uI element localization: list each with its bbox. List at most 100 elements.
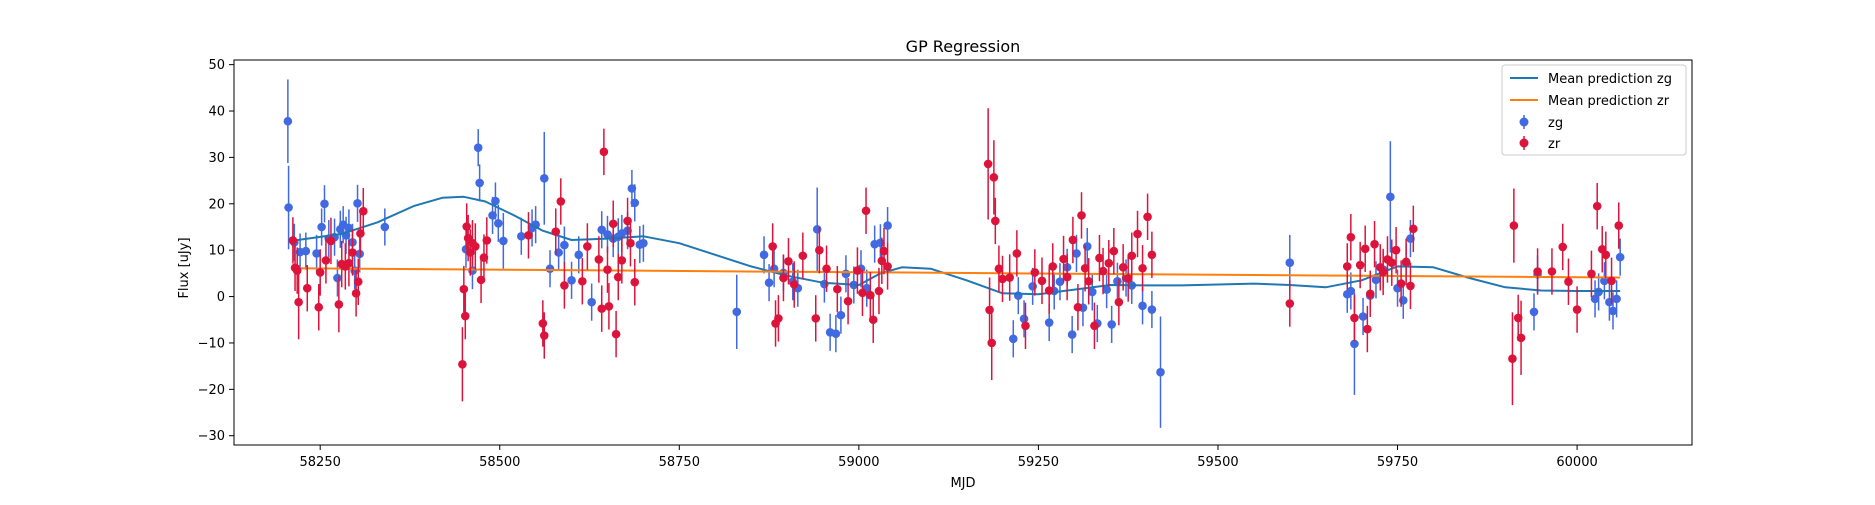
data-point-zg <box>1530 308 1539 317</box>
data-point-zr <box>1110 247 1119 256</box>
data-point-zr <box>1013 249 1022 258</box>
data-point-zg <box>560 241 569 250</box>
data-point-zr <box>359 207 368 216</box>
data-point-zr <box>858 289 867 298</box>
data-point-zr <box>984 160 993 169</box>
data-point-zg <box>813 225 822 234</box>
data-point-zr <box>1392 246 1401 255</box>
data-point-zg <box>1285 258 1294 267</box>
data-point-zr <box>1564 277 1573 286</box>
legend: Mean prediction zg Mean prediction zr zg… <box>1502 65 1686 155</box>
data-point-zr <box>612 330 621 339</box>
data-point-zr <box>458 360 467 369</box>
data-point-zr <box>578 277 587 286</box>
data-point-zr <box>883 262 892 271</box>
data-point-zr <box>790 280 799 289</box>
data-point-zr <box>626 239 635 248</box>
data-point-zr <box>1090 321 1099 330</box>
data-point-zr <box>1347 233 1356 242</box>
data-point-zr <box>991 217 1000 226</box>
y-tick-label: −10 <box>198 336 225 351</box>
data-point-zr <box>605 302 614 311</box>
data-point-zg <box>630 199 639 208</box>
data-point-zg <box>546 264 555 273</box>
data-point-zg <box>1138 302 1147 311</box>
data-point-zr <box>1127 251 1136 260</box>
data-point-zr <box>483 236 492 245</box>
data-point-zr <box>875 287 884 296</box>
x-tick-label: 59500 <box>1197 455 1238 470</box>
data-point-zr <box>348 248 357 257</box>
data-point-zg <box>475 179 484 188</box>
data-point-zr <box>354 277 363 286</box>
x-tick-label: 59000 <box>838 455 879 470</box>
x-tick-label: 59250 <box>1018 455 1059 470</box>
chart-title: GP Regression <box>906 37 1021 56</box>
data-point-zr <box>471 242 480 251</box>
data-point-zg <box>832 329 841 338</box>
y-tick-label: −20 <box>198 383 225 398</box>
data-point-zr <box>1573 305 1582 314</box>
data-point-zg <box>567 276 576 285</box>
data-point-zg <box>381 223 390 232</box>
data-point-zr <box>1099 267 1108 276</box>
data-point-zr <box>352 289 361 298</box>
data-point-zg <box>1083 242 1092 251</box>
data-point-zr <box>1069 236 1078 245</box>
data-point-zr <box>990 173 999 182</box>
data-point-zr <box>1063 273 1072 282</box>
legend-label-mean-zr: Mean prediction zr <box>1548 94 1670 109</box>
y-tick-label: 40 <box>208 105 225 120</box>
data-point-zr <box>460 285 469 294</box>
data-point-zr <box>1366 289 1375 298</box>
data-point-zr <box>1361 244 1370 253</box>
data-point-zr <box>1406 282 1415 291</box>
data-point-zr <box>1038 276 1047 285</box>
data-point-zr <box>524 231 533 240</box>
data-point-zr <box>1031 268 1040 277</box>
data-point-zr <box>603 265 612 274</box>
data-point-zr <box>1285 299 1294 308</box>
data-point-zg <box>1399 296 1408 305</box>
data-point-zr <box>1021 321 1030 330</box>
data-point-zr <box>618 256 627 265</box>
data-point-zr <box>811 314 820 323</box>
data-point-zg <box>760 251 769 260</box>
data-point-zr <box>303 284 312 293</box>
y-tick-label: 50 <box>208 58 225 73</box>
data-point-zr <box>1614 221 1623 230</box>
data-point-zr <box>1119 263 1128 272</box>
data-point-zr <box>833 285 842 294</box>
data-point-zr <box>1115 298 1124 307</box>
data-point-zr <box>844 297 853 306</box>
data-point-zg <box>732 308 741 317</box>
data-point-zr <box>1077 211 1086 220</box>
data-point-zr <box>1593 202 1602 211</box>
data-point-zr <box>560 281 569 290</box>
data-point-zg <box>317 223 326 232</box>
data-point-zr <box>609 219 618 228</box>
data-point-zg <box>1028 282 1037 291</box>
data-point-zr <box>1084 277 1093 286</box>
data-point-zr <box>314 303 323 312</box>
data-point-zg <box>587 298 596 307</box>
data-point-zr <box>461 312 470 321</box>
x-tick-label: 59750 <box>1377 455 1418 470</box>
data-point-zr <box>1387 258 1396 267</box>
data-point-zr <box>1510 221 1519 230</box>
legend-marker-zg <box>1520 118 1529 127</box>
data-point-zr <box>987 339 996 348</box>
data-point-zr <box>1143 212 1152 221</box>
data-point-zr <box>1133 230 1142 239</box>
data-point-zr <box>293 266 302 275</box>
data-point-zr <box>1558 243 1567 252</box>
data-point-zg <box>474 143 483 152</box>
y-tick-label: 10 <box>208 244 225 259</box>
data-point-zr <box>539 319 548 328</box>
y-axis-label: Flux [uJy] <box>177 237 192 298</box>
data-point-zr <box>1370 240 1379 249</box>
data-point-zr <box>869 315 878 324</box>
legend-label-mean-zg: Mean prediction zg <box>1548 72 1672 87</box>
data-point-zg <box>284 203 293 212</box>
